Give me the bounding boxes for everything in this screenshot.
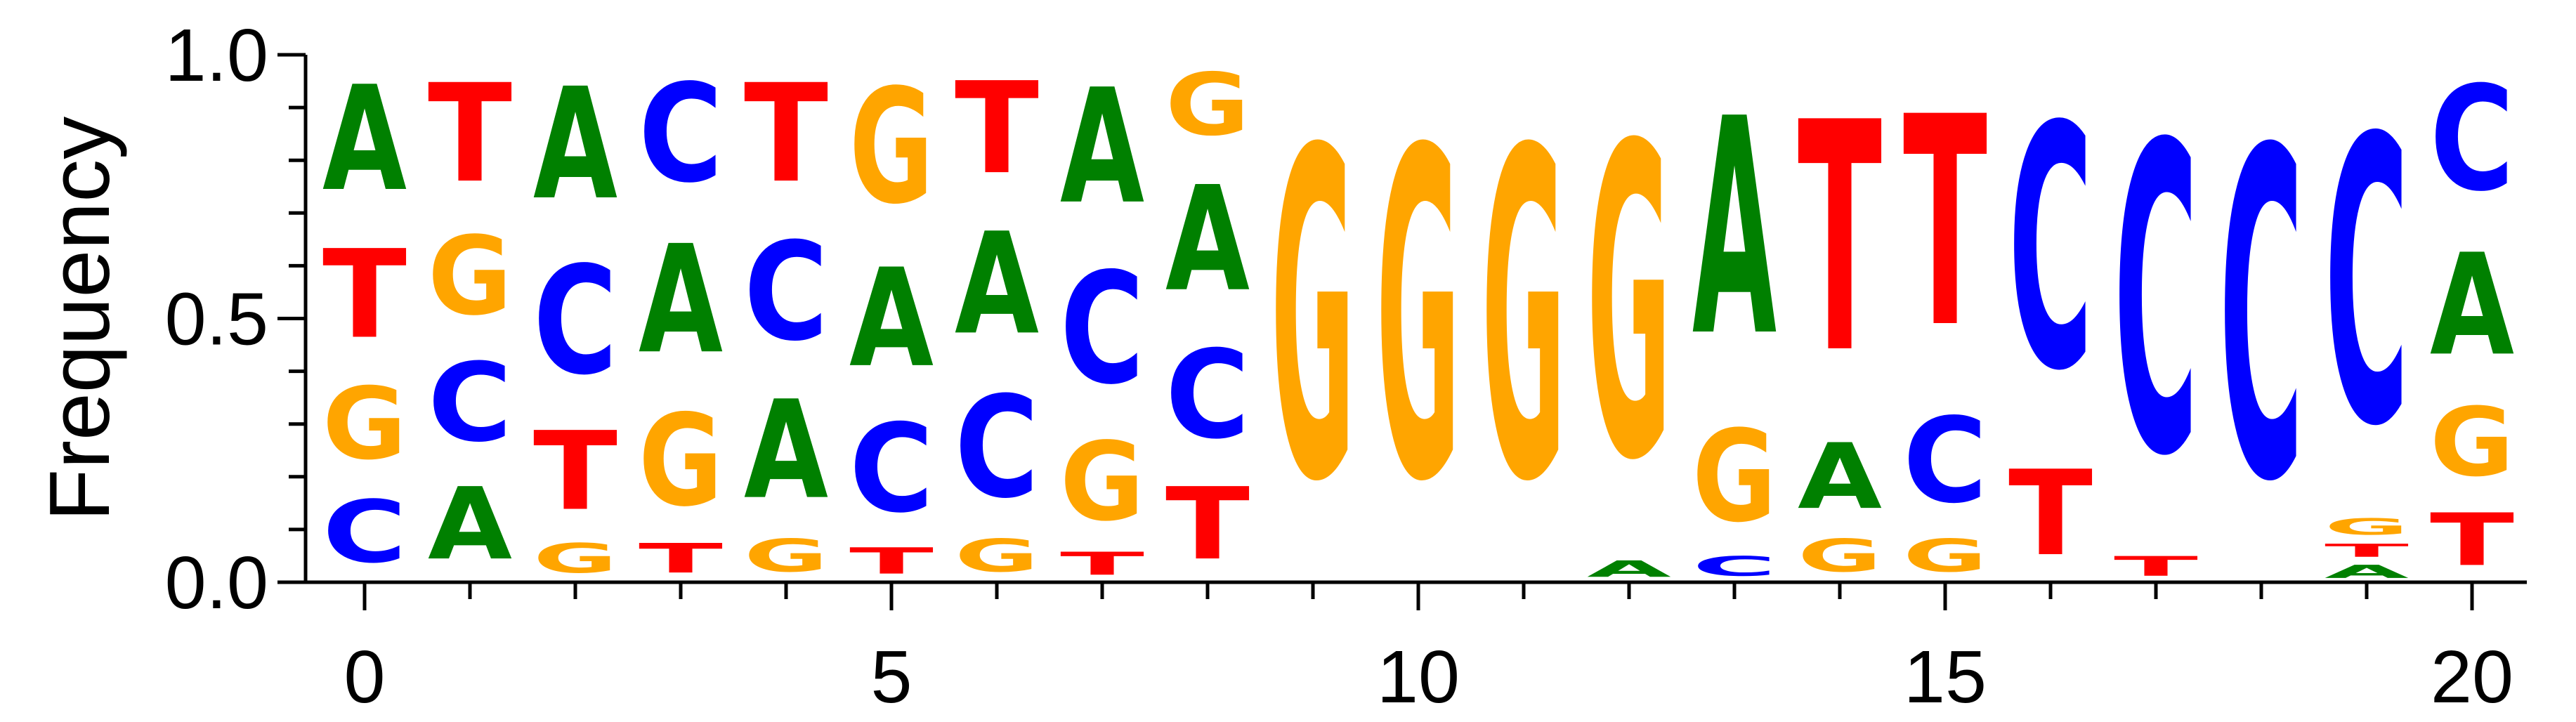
logo-letter-G: G (1692, 403, 1777, 551)
logo-letter-T: T (1798, 56, 1883, 424)
logo-letter-A: A (849, 241, 934, 398)
logo-letter-C: C (2219, 56, 2303, 581)
logo-letter-G: G (1482, 55, 1566, 580)
logo-letter-A: A (1587, 556, 1671, 582)
y-tick-label: 1.0 (165, 14, 268, 97)
logo-letter-C: C (1692, 551, 1777, 582)
logo-letter-T: T (2114, 551, 2198, 582)
logo-letter-C: C (428, 341, 512, 466)
logo-letter-T: T (639, 534, 723, 582)
logo-letter-T: T (1060, 546, 1144, 582)
x-tick-label: 20 (2431, 636, 2513, 718)
x-tick-label: 15 (1904, 636, 1987, 718)
logo-letter-G: G (1376, 55, 1460, 580)
logo-letter-T: T (428, 56, 512, 213)
y-axis: 0.0 0.5 1.0 (165, 14, 306, 624)
x-tick-label: 5 (871, 636, 913, 718)
logo-letter-G: G (428, 214, 512, 340)
logo-letter-C: C (744, 214, 828, 372)
logo-letter-C: C (1165, 324, 1250, 466)
logo-letter-G: G (322, 367, 407, 482)
logo-letter-C: C (1903, 393, 1987, 529)
logo-letter-C: C (533, 234, 617, 407)
logo-letter-C: C (955, 366, 1039, 529)
logo-letter-A: A (322, 55, 407, 223)
y-axis-label: Frequency (32, 117, 127, 521)
logo-letter-A: A (1060, 55, 1144, 239)
logo-letter-G: G (849, 55, 934, 239)
y-tick-label: 0.0 (165, 542, 268, 624)
logo-letter-G: G (955, 530, 1039, 582)
logo-letter-A: A (1165, 155, 1250, 323)
logo-letter-A: A (1692, 56, 1777, 402)
logo-letter-G: G (1165, 55, 1250, 155)
logo-letter-G: G (533, 535, 617, 582)
logo-letter-G: G (1798, 530, 1882, 582)
logo-letter-C: C (322, 483, 407, 582)
logo-letter-T: T (849, 540, 934, 582)
logo-letter-T: T (744, 56, 828, 213)
logo-letter-A: A (1798, 424, 1882, 530)
logo-letter-A: A (639, 214, 723, 387)
logo-letter-C: C (639, 55, 723, 213)
x-axis: 0 5 10 15 20 (344, 582, 2513, 718)
logo-letter-C: C (2008, 55, 2093, 444)
logo-letter-T: T (955, 55, 1039, 202)
logo-letter-T: T (1903, 55, 1988, 391)
logo-letter-T: T (1165, 466, 1250, 582)
logo-letter-C: C (1060, 240, 1144, 419)
logo-letter-G: G (2430, 388, 2514, 498)
logo-letter-C: C (2114, 57, 2198, 550)
logo-letter-A: A (2430, 224, 2514, 387)
x-tick-label: 0 (344, 636, 386, 718)
logo-letter-G: G (744, 530, 828, 582)
logo-letter-A: A (2325, 561, 2409, 582)
logo-letter-A: A (533, 55, 617, 234)
logo-letter-C: C (2325, 56, 2409, 513)
logo-letter-T: T (533, 409, 617, 534)
logo-letter-A: A (955, 203, 1039, 366)
logo-letter-T: T (2008, 446, 2093, 582)
logo-letter-G: G (1903, 530, 1987, 582)
logo-letter-C: C (2430, 55, 2514, 223)
logo-letter-A: A (744, 372, 828, 530)
logo-letter-T: T (2430, 498, 2514, 582)
logo-letter-T: T (2325, 540, 2409, 561)
logo-letter-G: G (1587, 55, 1671, 554)
logo-letter-G: G (1060, 420, 1144, 546)
logo-letter-G: G (639, 388, 723, 535)
logo-letter-C: C (849, 398, 934, 540)
y-tick-label: 0.5 (165, 278, 268, 361)
logo-letter-T: T (322, 225, 407, 366)
x-tick-label: 10 (1377, 636, 1460, 718)
logo-letter-A: A (428, 466, 512, 582)
logo-letter-G: G (1271, 55, 1355, 580)
logo-letter-G: G (2325, 513, 2409, 539)
